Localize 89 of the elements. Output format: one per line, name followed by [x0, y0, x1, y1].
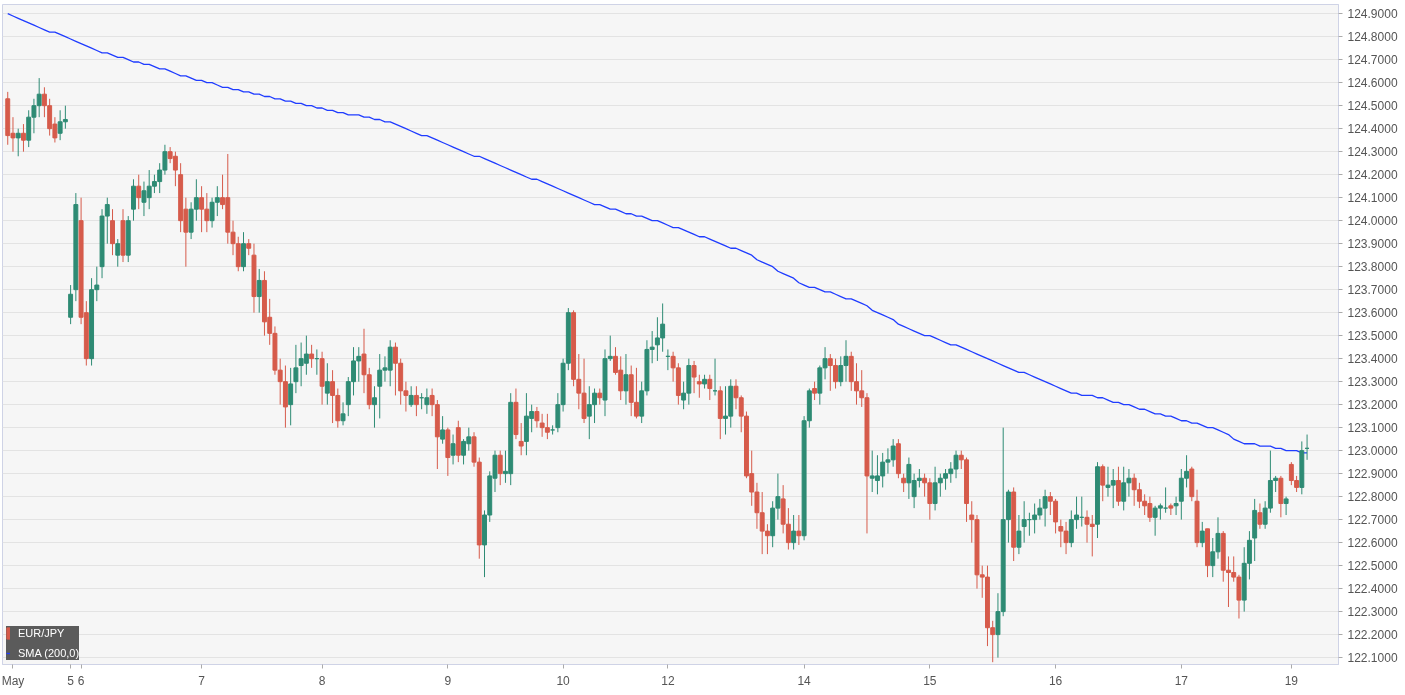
y-tick-label: 122.9000 [1347, 467, 1398, 482]
y-tick-label: 124.0000 [1347, 214, 1398, 229]
candlestick [293, 344, 299, 394]
x-tick-label: 9 [444, 673, 452, 688]
y-tick-label: 123.3000 [1347, 375, 1398, 390]
x-tick-label: 19 [1284, 673, 1299, 688]
candlestick [309, 344, 315, 369]
y-tick-label: 122.5000 [1347, 559, 1398, 574]
y-tick-label: 123.6000 [1347, 306, 1398, 321]
candlestick [172, 151, 178, 187]
y-tick-label: 124.2000 [1347, 168, 1398, 183]
candlestick [1199, 521, 1205, 548]
y-tick-label: 122.1000 [1347, 651, 1398, 666]
x-tick-label: May [1, 673, 25, 688]
candlestick [1173, 496, 1179, 516]
legend-label: EUR/JPY [18, 627, 65, 639]
candlestick [696, 374, 702, 399]
candlestick [623, 353, 629, 406]
y-tick-label: 122.6000 [1347, 536, 1398, 551]
y-tick-label: 124.6000 [1347, 76, 1398, 91]
y-tick-label: 122.2000 [1347, 628, 1398, 643]
x-tick-label: 10 [556, 673, 571, 688]
candlestick [544, 413, 550, 440]
candlestick [796, 514, 802, 546]
candlestick [1100, 463, 1106, 502]
y-tick-label: 124.7000 [1347, 53, 1398, 68]
candlestick [1115, 466, 1121, 507]
candlestick [408, 385, 414, 408]
candlestick [691, 360, 697, 394]
candlestick [1283, 496, 1289, 516]
legend-label: SMA (200,0) [18, 647, 80, 659]
candlestick [288, 367, 294, 426]
candlestick [115, 238, 121, 268]
candlestick [136, 174, 142, 210]
candlestick [707, 374, 713, 401]
candlestick [633, 367, 639, 419]
candlestick [241, 231, 246, 272]
candlestick [68, 284, 74, 325]
x-tick-label: 15 [923, 673, 937, 688]
x-tick-label: 5 [67, 673, 75, 688]
candlestick [372, 385, 377, 429]
y-tick-label: 124.5000 [1347, 99, 1398, 114]
candlestick [110, 208, 115, 256]
candlestick [1257, 503, 1263, 530]
y-tick-label: 123.1000 [1347, 421, 1398, 436]
y-tick-label: 123.2000 [1347, 398, 1398, 413]
candlestick [791, 514, 797, 551]
y-tick-label: 123.0000 [1347, 444, 1398, 459]
y-tick-label: 124.4000 [1347, 122, 1398, 137]
candlestick [424, 388, 430, 415]
candlestick [812, 381, 818, 401]
y-tick-label: 122.8000 [1347, 490, 1398, 505]
x-tick-label: 14 [797, 673, 812, 688]
candlestick [413, 385, 419, 417]
y-tick-label: 123.4000 [1347, 352, 1398, 367]
candlestick [901, 473, 907, 493]
y-tick-label: 124.3000 [1347, 145, 1398, 160]
x-tick-label: 17 [1174, 673, 1189, 688]
y-tick-label: 124.8000 [1347, 30, 1398, 45]
y-tick-label: 122.7000 [1347, 513, 1398, 528]
y-tick-label: 124.1000 [1347, 191, 1398, 206]
x-tick-label: 7 [198, 673, 206, 688]
y-tick-label: 123.8000 [1347, 260, 1398, 275]
candlestick [256, 268, 262, 314]
line-series [7, 13, 1308, 454]
candlestick [330, 369, 336, 424]
candlestick [518, 422, 524, 456]
x-tick-label: 16 [1048, 673, 1063, 688]
candlestick [62, 105, 68, 130]
y-tick-label: 123.9000 [1347, 237, 1398, 252]
candlestick [497, 450, 503, 486]
candlestick [15, 128, 21, 157]
candlestick [461, 438, 467, 465]
candlestick [450, 434, 456, 465]
candlestick [324, 362, 330, 406]
y-tick-label: 123.5000 [1347, 329, 1398, 344]
candlestick [131, 178, 136, 222]
y-tick-label: 122.3000 [1347, 605, 1398, 620]
y-tick-label: 123.7000 [1347, 283, 1398, 298]
x-tick-label: 8 [318, 673, 326, 688]
y-tick-label: 124.9000 [1347, 7, 1398, 22]
x-tick-label: 12 [661, 673, 675, 688]
candlestick [20, 123, 26, 153]
candlestick [340, 401, 346, 426]
candlestick [199, 185, 205, 233]
candlestick [303, 335, 309, 376]
candlestick [440, 415, 446, 445]
x-tick-label: 6 [77, 673, 85, 688]
y-tick-label: 122.4000 [1347, 582, 1398, 597]
